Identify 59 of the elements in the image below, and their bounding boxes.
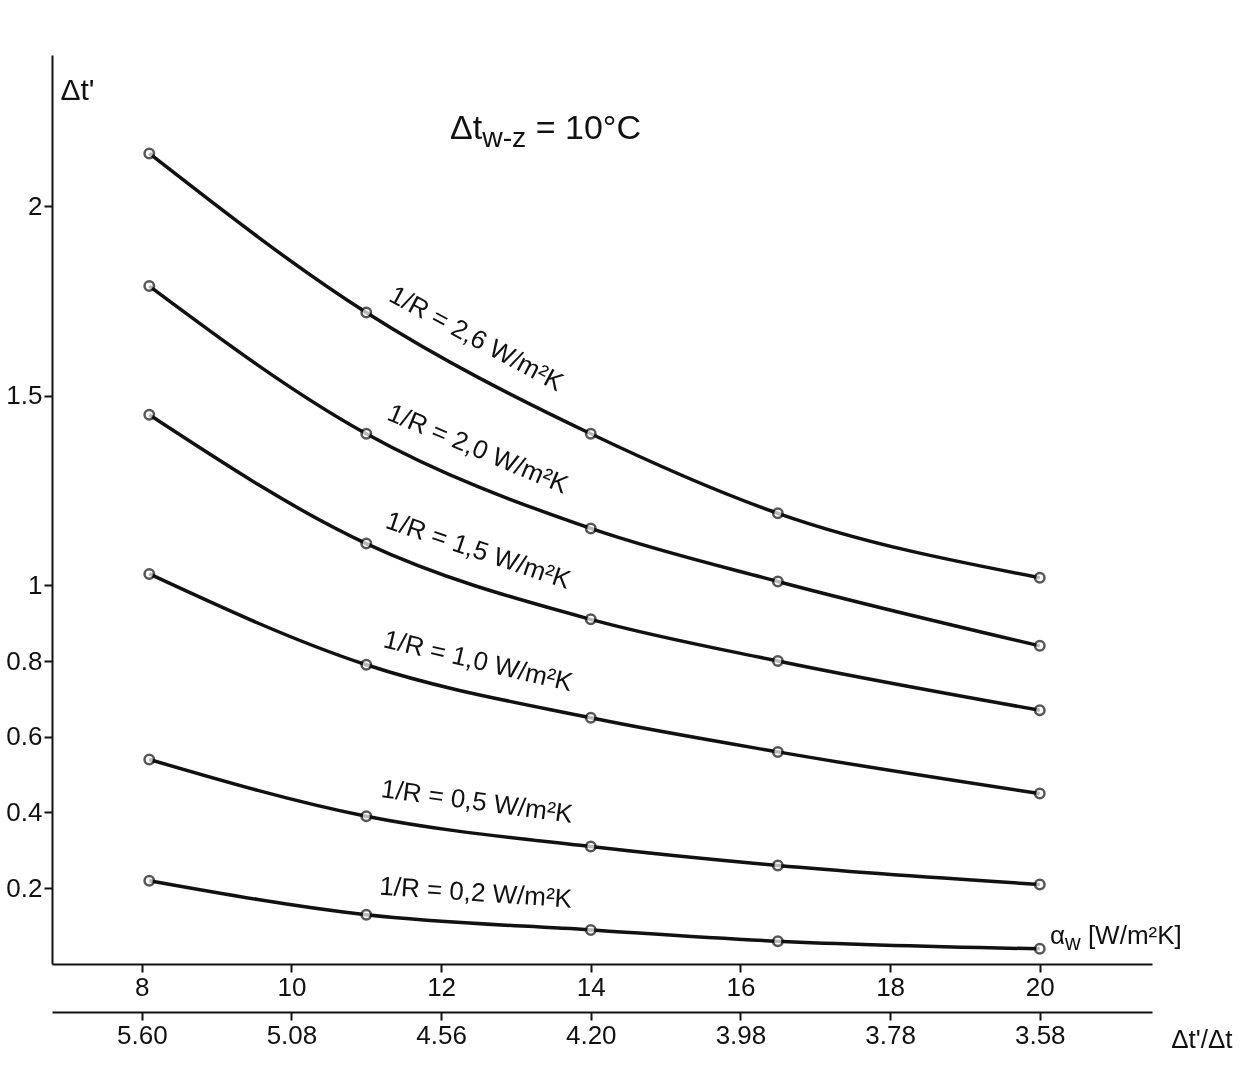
y-axis-title: Δt' [60, 72, 95, 106]
point [771, 507, 784, 520]
point [360, 810, 373, 823]
y-tick-label: 2 [28, 191, 43, 221]
point [143, 280, 156, 293]
point [584, 840, 597, 853]
point [1033, 787, 1046, 800]
series-label: 1/R = 0,2 W/m²K [378, 870, 574, 914]
text: 1/R = 0,5 W/m²K [379, 773, 576, 829]
point [1033, 571, 1046, 584]
point [360, 908, 373, 921]
text: 5.60 [116, 1019, 168, 1050]
y-tick-label: 0.6 [6, 721, 43, 752]
y-tick-label: 1 [28, 569, 43, 600]
y-tick-label: 0.4 [6, 797, 43, 827]
x-axis-title: α$_{w}$ [W/m²K] [1050, 920, 1182, 957]
y-tick-label: 0.8 [6, 645, 43, 676]
point [143, 753, 156, 766]
point [584, 427, 597, 440]
text: 3.58 [1014, 1019, 1066, 1050]
point [584, 711, 597, 724]
x-tick-label: 20 [1025, 971, 1055, 1002]
text: 1/R = 1,5 W/m²K [382, 504, 576, 596]
point [360, 306, 373, 319]
x-tick-label: 16 [726, 971, 756, 1002]
text: 3.78 [865, 1019, 916, 1050]
x-tick-label: 10 [277, 971, 307, 1002]
point [584, 522, 597, 535]
text: 3.98 [715, 1019, 767, 1050]
y-tick-label: 0.2 [6, 872, 43, 903]
x-tick-label: 8 [135, 971, 150, 1002]
text: 4.20 [565, 1019, 617, 1050]
point [360, 427, 373, 440]
point [360, 537, 373, 550]
y-tick-label: 1.5 [6, 380, 43, 411]
text: 1/R = 1,0 W/m²K [380, 623, 577, 698]
point [1033, 704, 1046, 717]
point [143, 408, 156, 421]
x-tick-label: 12 [427, 971, 457, 1002]
x-tick-label: 14 [576, 971, 606, 1002]
point [771, 935, 784, 948]
point [360, 658, 373, 671]
point [771, 655, 784, 667]
point [143, 567, 156, 580]
point [584, 923, 597, 936]
point [771, 745, 784, 758]
text: 5.08 [266, 1019, 318, 1050]
x2-axis-title: Δt'/Δt [1171, 1023, 1234, 1054]
text: Δt$_{w-z}$ = 10°C [450, 108, 641, 154]
point [1033, 878, 1046, 891]
point [771, 859, 784, 872]
point [771, 575, 784, 588]
point [143, 874, 156, 887]
text: 4.56 [416, 1019, 467, 1050]
x-tick-label: 18 [876, 971, 906, 1002]
point [584, 613, 597, 626]
point [143, 147, 156, 160]
point [1033, 942, 1046, 955]
point [1033, 639, 1046, 652]
